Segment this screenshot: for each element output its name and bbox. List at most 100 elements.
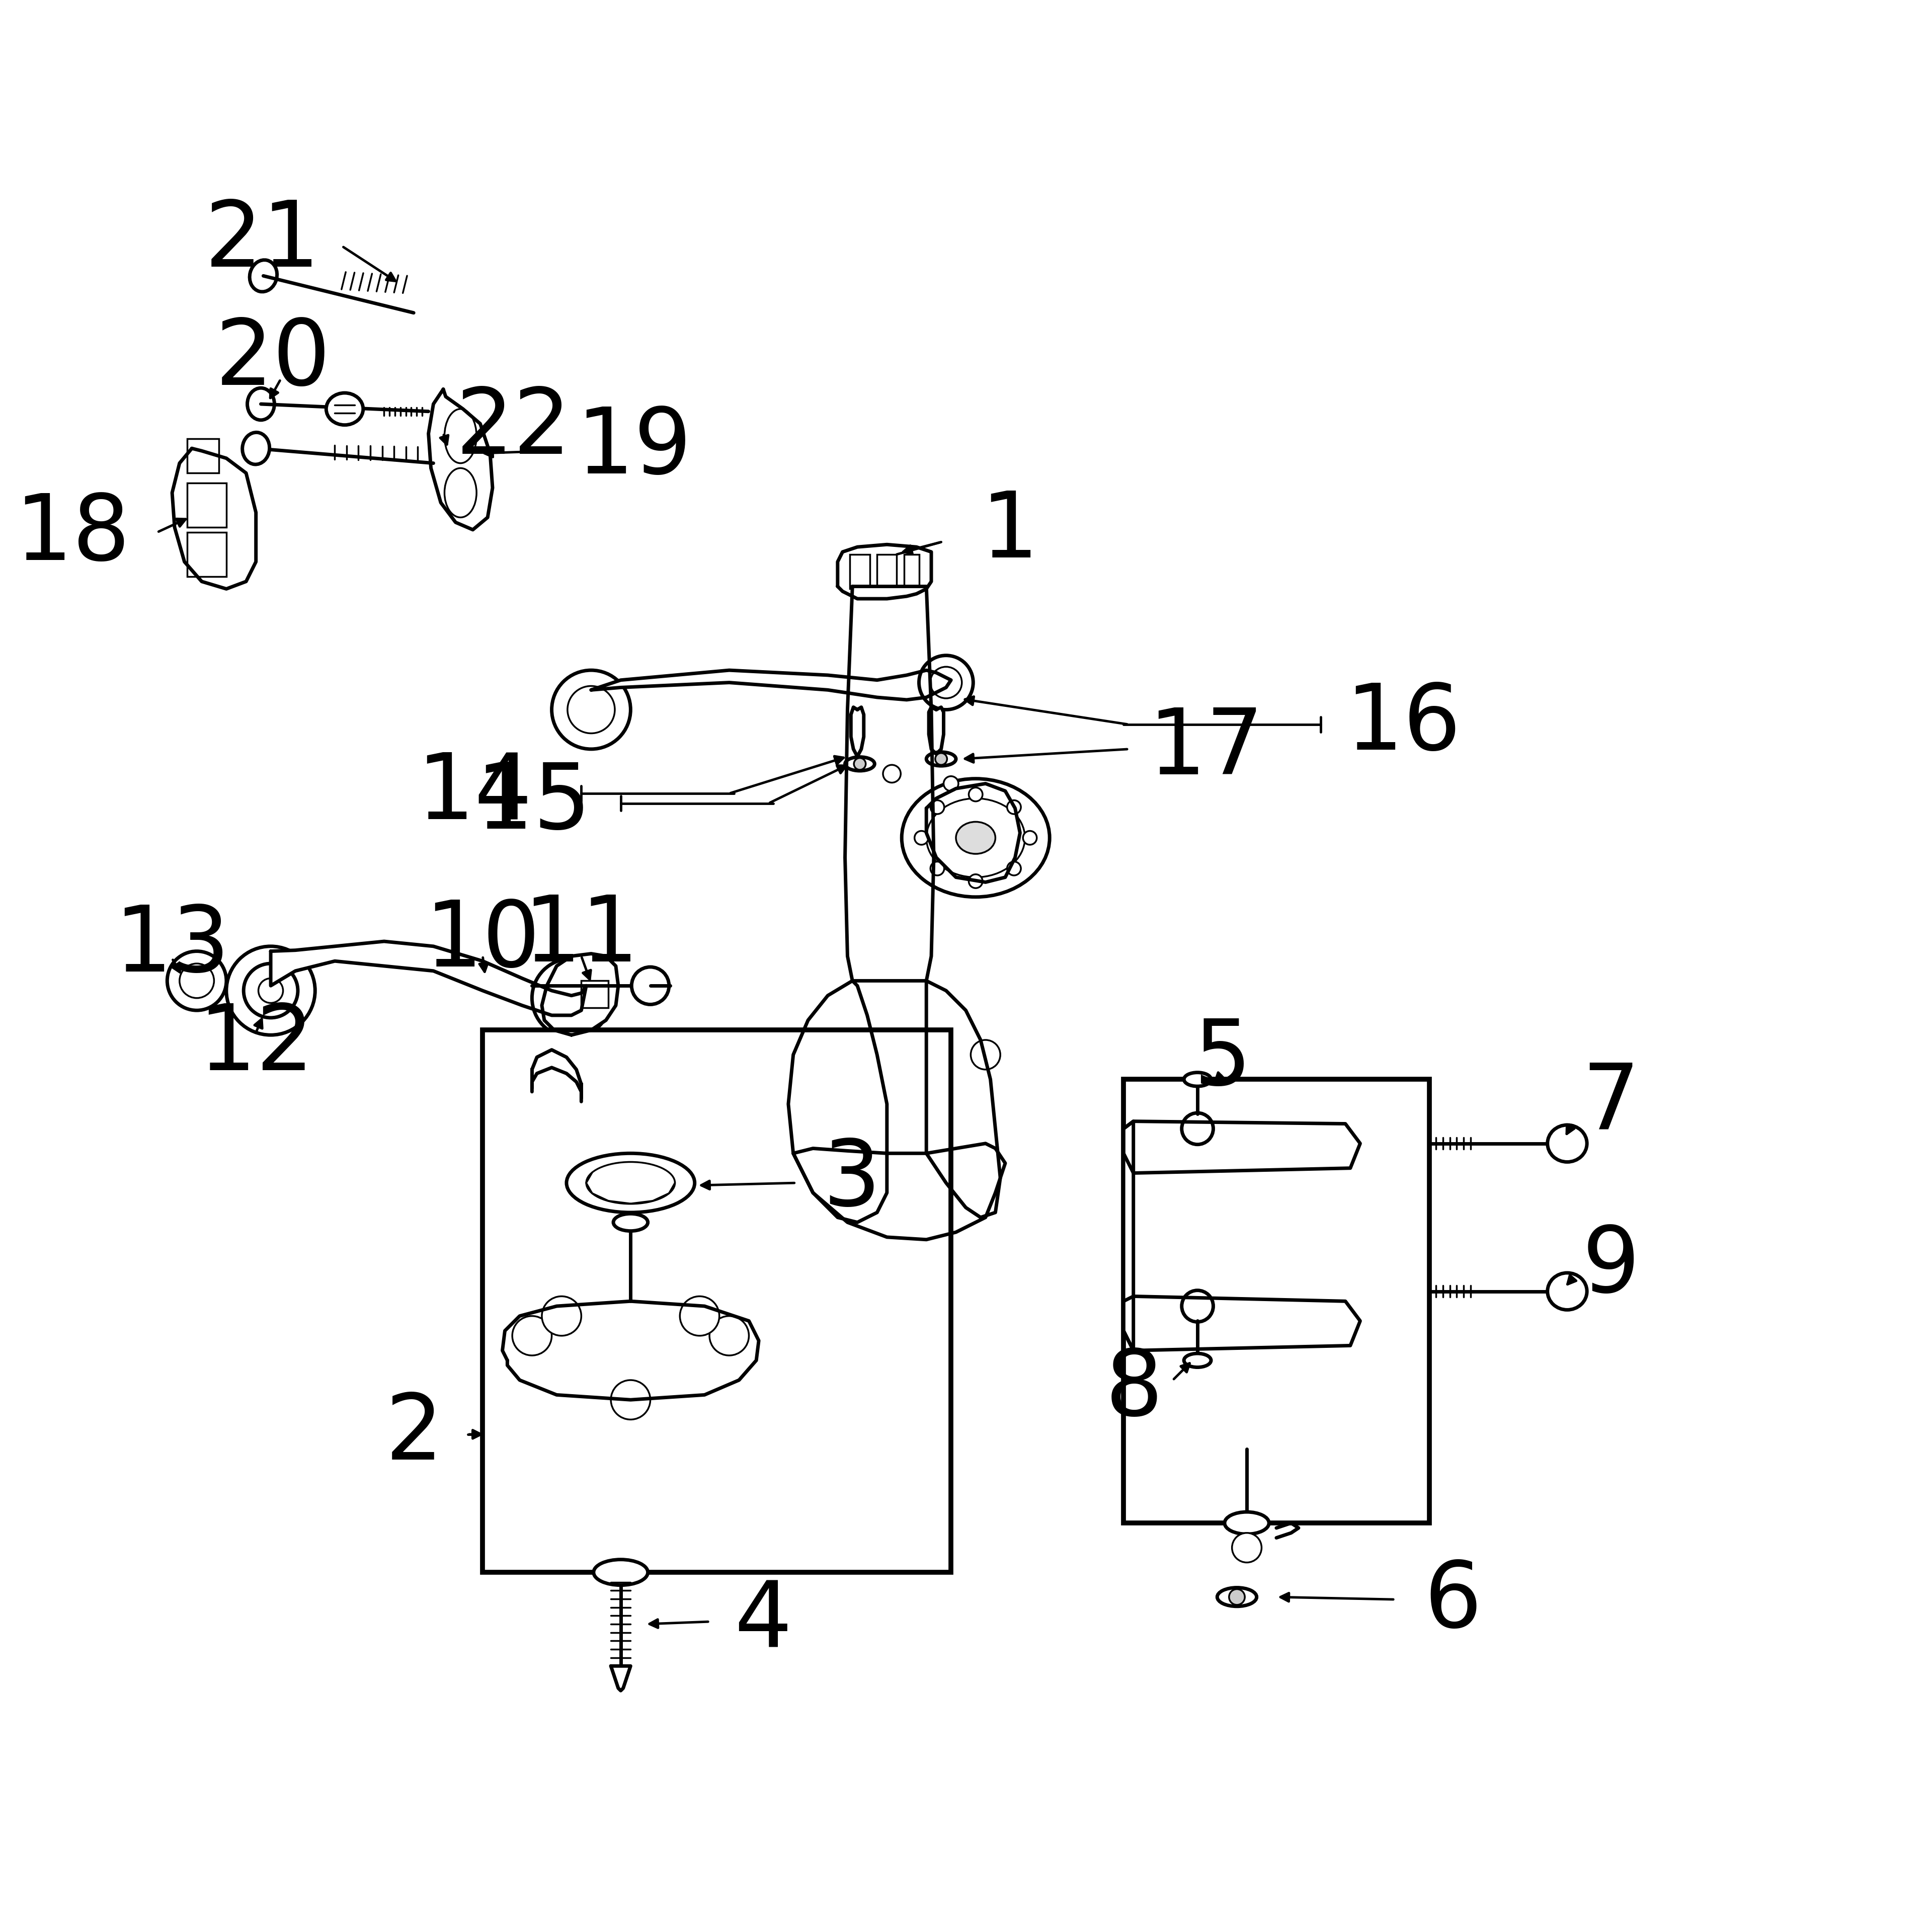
Circle shape: [611, 1379, 651, 1420]
Circle shape: [547, 974, 597, 1022]
Polygon shape: [844, 587, 933, 981]
Bar: [850, 554, 869, 589]
Ellipse shape: [585, 1161, 674, 1204]
Polygon shape: [270, 941, 585, 1016]
Text: 18: 18: [15, 491, 129, 580]
Circle shape: [541, 1296, 582, 1335]
Text: 22: 22: [456, 384, 572, 473]
Text: 15: 15: [475, 759, 591, 848]
Polygon shape: [429, 388, 493, 529]
Polygon shape: [850, 707, 864, 757]
Circle shape: [931, 800, 945, 813]
Circle shape: [1007, 800, 1020, 813]
Bar: [187, 483, 226, 527]
Bar: [483, 1030, 951, 1573]
Ellipse shape: [902, 779, 1049, 896]
Circle shape: [632, 968, 668, 1005]
Text: 6: 6: [1424, 1557, 1482, 1646]
Ellipse shape: [444, 410, 477, 464]
Ellipse shape: [249, 261, 276, 292]
Circle shape: [259, 978, 284, 1003]
Circle shape: [512, 1316, 553, 1356]
Circle shape: [935, 753, 947, 765]
Ellipse shape: [593, 1559, 647, 1584]
Circle shape: [680, 1296, 719, 1335]
Bar: [877, 554, 896, 589]
Ellipse shape: [1184, 1072, 1211, 1086]
Polygon shape: [794, 1144, 1005, 1240]
Ellipse shape: [1184, 1354, 1211, 1368]
Circle shape: [568, 686, 614, 734]
Ellipse shape: [247, 388, 274, 419]
Text: 17: 17: [1148, 705, 1264, 794]
Ellipse shape: [844, 757, 875, 771]
Ellipse shape: [566, 1153, 696, 1213]
Text: 13: 13: [114, 902, 230, 991]
Circle shape: [168, 951, 226, 1010]
Text: 5: 5: [1194, 1016, 1252, 1103]
Circle shape: [968, 788, 983, 802]
Polygon shape: [1124, 1121, 1134, 1350]
Polygon shape: [1124, 1121, 1360, 1173]
Bar: [187, 439, 218, 473]
Text: 1: 1: [981, 489, 1037, 576]
Text: 2: 2: [386, 1389, 442, 1478]
Ellipse shape: [1217, 1588, 1256, 1605]
Circle shape: [968, 875, 983, 889]
Text: 3: 3: [823, 1136, 881, 1225]
Polygon shape: [611, 1665, 630, 1691]
Text: 14: 14: [417, 750, 531, 838]
Circle shape: [920, 655, 974, 709]
Ellipse shape: [1225, 1513, 1269, 1534]
Polygon shape: [541, 954, 618, 1036]
Ellipse shape: [925, 798, 1026, 877]
Circle shape: [943, 777, 958, 790]
Bar: [1124, 1080, 1430, 1522]
Text: 21: 21: [205, 197, 321, 286]
Bar: [582, 981, 609, 1009]
Circle shape: [709, 1316, 750, 1356]
Circle shape: [1022, 831, 1037, 844]
Ellipse shape: [444, 468, 477, 518]
Circle shape: [560, 987, 582, 1009]
Circle shape: [1229, 1590, 1244, 1605]
Polygon shape: [925, 981, 1001, 1217]
Polygon shape: [838, 545, 931, 599]
Ellipse shape: [956, 821, 995, 854]
Circle shape: [1182, 1113, 1213, 1144]
Circle shape: [854, 757, 866, 769]
Polygon shape: [172, 448, 255, 589]
Text: 9: 9: [1582, 1223, 1640, 1312]
Bar: [187, 531, 226, 576]
Circle shape: [226, 947, 315, 1036]
Polygon shape: [591, 670, 951, 699]
Bar: [904, 554, 920, 589]
Circle shape: [553, 670, 630, 750]
Text: 16: 16: [1345, 680, 1461, 769]
Text: 10: 10: [425, 896, 541, 985]
Text: 12: 12: [199, 1001, 313, 1090]
Circle shape: [970, 1039, 1001, 1070]
Polygon shape: [502, 1302, 759, 1401]
Circle shape: [1182, 1291, 1213, 1321]
Polygon shape: [1124, 1296, 1360, 1350]
Circle shape: [1007, 862, 1020, 875]
Text: 4: 4: [734, 1577, 792, 1665]
Circle shape: [531, 958, 611, 1037]
Ellipse shape: [242, 433, 269, 464]
Ellipse shape: [1548, 1273, 1586, 1310]
Ellipse shape: [612, 1213, 647, 1231]
Text: 7: 7: [1582, 1061, 1640, 1148]
Circle shape: [823, 1039, 852, 1070]
Text: 19: 19: [576, 404, 692, 493]
Ellipse shape: [327, 392, 363, 425]
Polygon shape: [788, 981, 887, 1223]
Circle shape: [914, 831, 929, 844]
Circle shape: [180, 964, 214, 999]
Circle shape: [883, 765, 900, 782]
Ellipse shape: [1548, 1124, 1586, 1161]
Text: 8: 8: [1105, 1347, 1163, 1434]
Text: 11: 11: [524, 893, 639, 981]
Circle shape: [931, 667, 962, 697]
Text: 20: 20: [216, 315, 330, 404]
